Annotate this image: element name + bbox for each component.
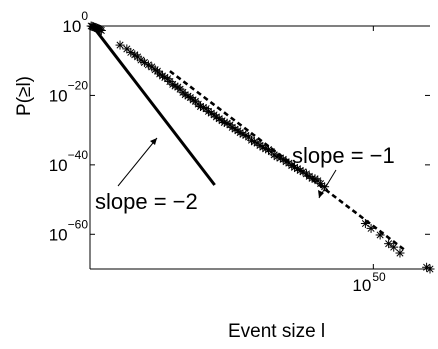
y-tick-exponent: −20 (68, 78, 89, 92)
y-tick-base: 10 (49, 86, 68, 105)
data-point (375, 230, 385, 240)
y-tick-base: 10 (62, 17, 81, 36)
slope-minus-2-line (92, 26, 216, 186)
data-point (96, 26, 106, 36)
data-point (366, 223, 376, 233)
slope-minus-2-label: slope = −2 (95, 189, 198, 214)
slope-minus-1-arrowhead (318, 190, 324, 198)
x-axis-label: Event size l (228, 321, 325, 342)
annotations: slope = −1 slope = −2 (95, 137, 395, 214)
y-tick-exponent: −40 (68, 148, 89, 162)
y-axis-label: P(≥l) (14, 76, 35, 116)
y-tick-label: 010 (62, 9, 88, 36)
y-tick-exponent: 0 (81, 9, 88, 23)
data-point (395, 248, 405, 258)
x-tick-exponent: 50 (372, 270, 386, 284)
y-tick-base: 10 (49, 156, 68, 175)
y-tick-exponent: −60 (68, 217, 89, 231)
data-point (360, 219, 370, 229)
data-point (425, 264, 435, 274)
axes (89, 25, 430, 270)
slope-minus-2-arrowhead (150, 138, 157, 145)
x-tick-base: 10 (352, 276, 371, 295)
data-point (389, 242, 399, 252)
data-point (115, 40, 125, 50)
data-point (384, 239, 394, 249)
y-tick-base: 10 (49, 225, 68, 244)
slope-minus-2-arrow (117, 137, 158, 187)
data-point (139, 57, 149, 67)
x-tick-label: 10 50 (352, 270, 386, 295)
data-points (86, 21, 435, 274)
slope-minus-1-label: slope = −1 (292, 143, 395, 168)
